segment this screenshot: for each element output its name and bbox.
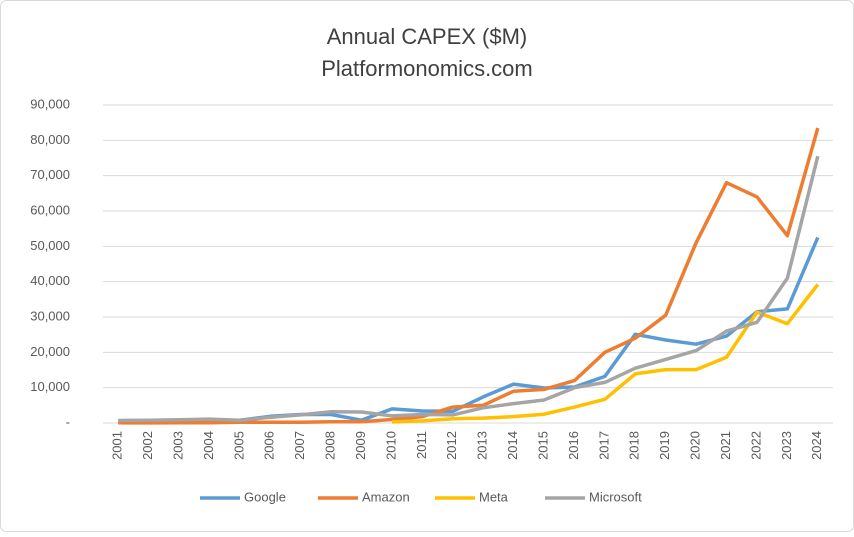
- legend-label: Meta: [479, 489, 509, 504]
- x-tick-label: 2005: [231, 431, 246, 460]
- x-tick-label: 2013: [475, 431, 490, 460]
- y-tick-label: 90,000: [30, 96, 70, 111]
- series-line: [391, 283, 820, 424]
- x-tick-label: 2014: [505, 431, 520, 460]
- y-tick-label: 60,000: [30, 202, 70, 217]
- x-tick-label: 2001: [110, 431, 125, 460]
- x-tick-label: 2022: [748, 431, 763, 460]
- x-tick-label: 2009: [353, 431, 368, 460]
- y-tick-label: -: [66, 414, 70, 429]
- y-tick-label: 50,000: [30, 238, 70, 253]
- x-tick-label: 2006: [262, 431, 277, 460]
- chart-title: Annual CAPEX ($M): [327, 24, 528, 49]
- y-tick-label: 80,000: [30, 132, 70, 147]
- x-tick-label: 2019: [657, 431, 672, 460]
- x-tick-label: 2023: [779, 431, 794, 460]
- x-tick-label: 2012: [444, 431, 459, 460]
- series-line: [118, 155, 820, 423]
- x-tick-label: 2003: [170, 431, 185, 460]
- legend-label: Google: [244, 489, 286, 504]
- y-tick-label: 70,000: [30, 167, 70, 182]
- x-tick-label: 2004: [201, 431, 216, 460]
- chart-subtitle: Platformonomics.com: [321, 56, 533, 81]
- series-line: [118, 127, 820, 425]
- x-tick-label: 2008: [323, 431, 338, 460]
- x-tick-label: 2007: [292, 431, 307, 460]
- x-tick-label: 2015: [535, 431, 550, 460]
- x-tick-label: 2024: [809, 431, 824, 460]
- x-tick-label: 2011: [414, 431, 429, 459]
- x-tick-label: 2020: [688, 431, 703, 460]
- x-tick-label: 2002: [140, 431, 155, 460]
- x-tick-label: 2017: [596, 431, 611, 460]
- x-tick-label: 2018: [627, 431, 642, 460]
- x-tick-label: 2016: [566, 431, 581, 460]
- y-tick-label: 30,000: [30, 308, 70, 323]
- y-tick-label: 40,000: [30, 273, 70, 288]
- x-tick-label: 2010: [383, 431, 398, 460]
- y-tick-label: 20,000: [30, 344, 70, 359]
- legend-label: Amazon: [362, 489, 410, 504]
- y-tick-label: 10,000: [30, 379, 70, 394]
- x-tick-label: 2021: [718, 431, 733, 460]
- legend-label: Microsoft: [589, 489, 642, 504]
